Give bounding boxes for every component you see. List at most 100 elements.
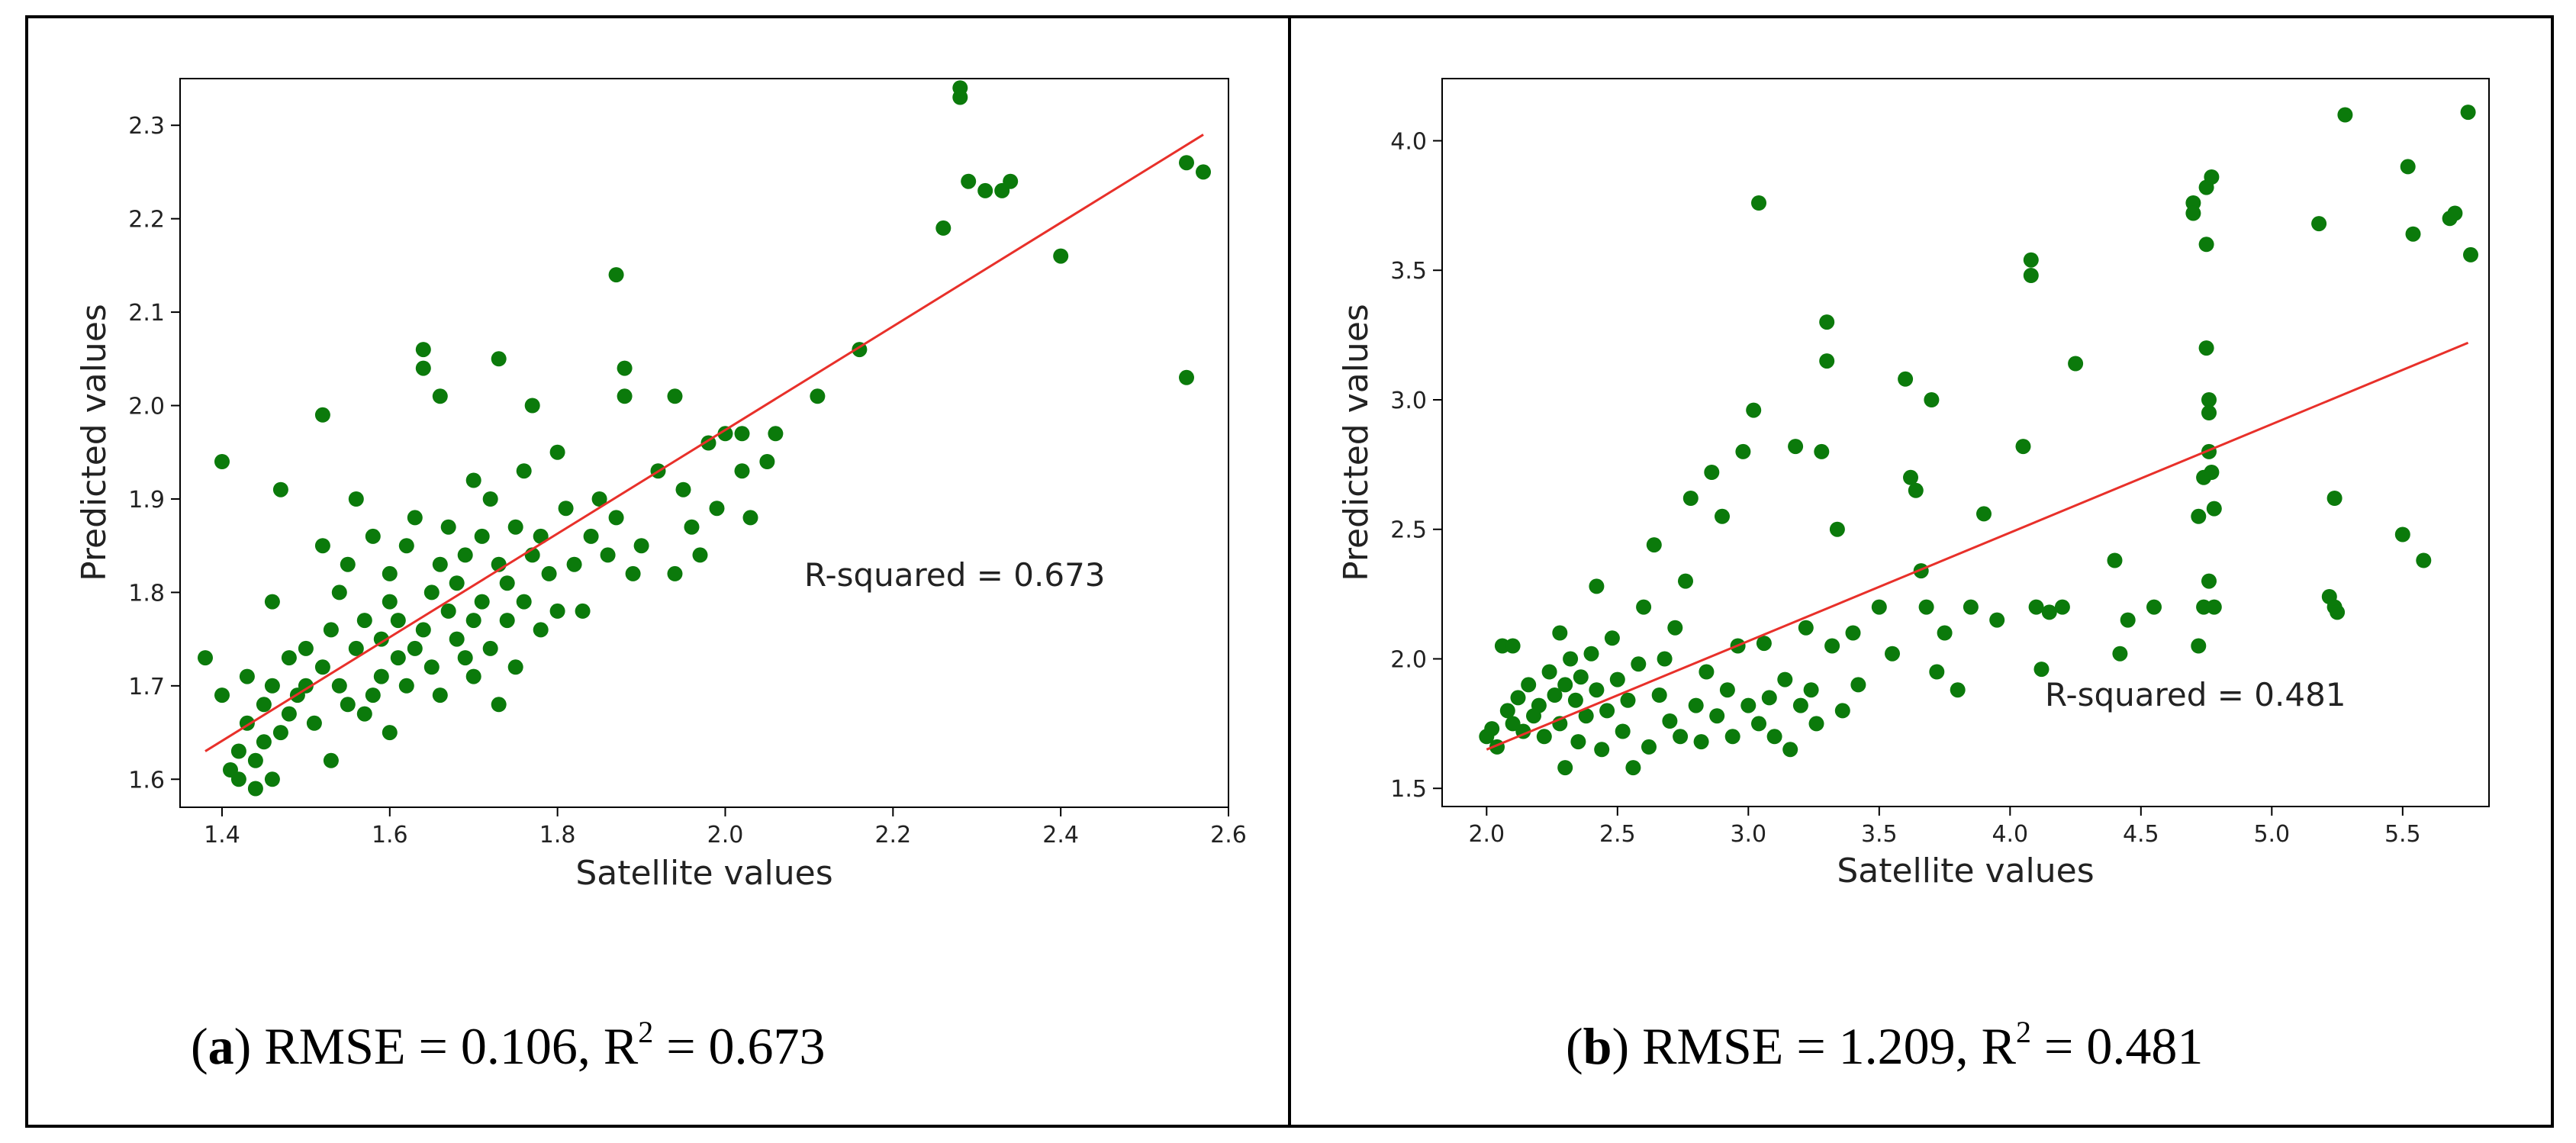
chart-b-point-129 (2416, 552, 2432, 568)
chart-b-point-57 (1751, 716, 1766, 732)
chart-b-point-110 (2198, 237, 2214, 253)
caption-b-tail: = 0.481 (2031, 1017, 2203, 1075)
chart-a-point-50 (415, 360, 431, 376)
chart-b-point-3 (1494, 638, 1510, 654)
chart-b-point-101 (2120, 612, 2136, 628)
chart-a-point-0 (198, 650, 213, 666)
chart-a-point-111 (768, 426, 784, 442)
chart-b-x-tick-label-0: 2.0 (1468, 821, 1505, 848)
chart-b-x-tick-label-6: 5.0 (2253, 821, 2290, 848)
chart-a-point-1 (214, 454, 230, 469)
chart-a-point-72 (491, 697, 507, 713)
chart-a-point-81 (533, 622, 549, 638)
chart-b-x-tick-label-1: 2.5 (1599, 821, 1636, 848)
chart-a-point-35 (356, 613, 372, 629)
chart-b-point-49 (1709, 708, 1725, 724)
chart-b-point-15 (1552, 625, 1568, 641)
chart-a-y-tick-label-2: 1.8 (128, 580, 165, 607)
chart-b-point-13 (1541, 664, 1557, 680)
chart-a-point-74 (499, 575, 515, 591)
chart-a-point-26 (323, 752, 339, 768)
caption-b: (b) RMSE = 1.209, R2 = 0.481 (1566, 1015, 2203, 1075)
chart-a-point-70 (491, 351, 507, 367)
chart-b-point-89 (1976, 506, 1992, 522)
chart-b-point-29 (1604, 630, 1620, 646)
chart-b-point-7 (1510, 690, 1526, 706)
chart-a-point-2 (214, 687, 230, 704)
chart-b-point-9 (1521, 677, 1537, 693)
chart-b-point-75 (1845, 625, 1861, 641)
chart-b-point-61 (1766, 729, 1782, 745)
chart-b-point-1 (1484, 721, 1500, 737)
chart-b-point-22 (1573, 669, 1589, 685)
chart-b-point-90 (1989, 612, 2005, 628)
chart-a-point-15 (272, 481, 288, 497)
chart-a-point-16 (272, 725, 288, 741)
chart-a-x-tick-label-6: 2.6 (1210, 822, 1247, 848)
chart-b-point-114 (2201, 405, 2217, 420)
chart-b-point-122 (2326, 491, 2343, 506)
chart-a-point-109 (742, 510, 758, 526)
chart-a-point-25 (314, 659, 330, 675)
chart-a-point-108 (734, 463, 750, 479)
caption-a-letter: a (208, 1017, 234, 1075)
chart-a-x-tick-label-4: 2.2 (874, 822, 911, 848)
chart-b-point-133 (2463, 246, 2478, 262)
chart-a-point-73 (499, 613, 515, 629)
chart-b-point-127 (2400, 159, 2416, 175)
chart-a-y-axis-label: Predicted values (75, 304, 114, 581)
chart-b-point-97 (2054, 599, 2070, 615)
chart-a: 1.4 1.6 1.8 2.0 2.2 2.4 2.6 1.6 1.7 1.8 1.9 2.0 2.1… (75, 78, 1247, 893)
chart-b-point-132 (2460, 105, 2476, 121)
chart-b-point-93 (2023, 252, 2039, 268)
chart-a-point-55 (432, 556, 448, 572)
chart-b-point-64 (1788, 439, 1804, 455)
chart-b-point-54 (1735, 443, 1751, 459)
chart-a-point-86 (558, 501, 574, 517)
chart-b-point-72 (1824, 638, 1840, 654)
chart-b-point-30 (1609, 671, 1625, 687)
chart-b-point-59 (1756, 636, 1772, 652)
chart-b-point-17 (1557, 760, 1573, 776)
chart-b-point-117 (2204, 465, 2220, 480)
chart-a-point-69 (482, 491, 498, 507)
chart-a-point-44 (390, 613, 406, 629)
chart-a-point-39 (373, 631, 389, 647)
chart-b-point-42 (1673, 729, 1689, 745)
chart-a-point-24 (314, 538, 330, 554)
chart-b-point-79 (1898, 371, 1914, 387)
chart-b-point-14 (1547, 687, 1563, 703)
chart-a-point-9 (247, 752, 263, 768)
caption-a-tail: = 0.673 (653, 1017, 825, 1075)
chart-a-point-48 (407, 510, 423, 526)
chart-a-point-122 (1179, 155, 1194, 171)
chart-b-point-128 (2405, 226, 2421, 242)
chart-a-point-28 (331, 678, 347, 694)
chart-a-x-tick-label-5: 2.4 (1042, 822, 1079, 848)
chart-a-point-67 (474, 594, 490, 610)
chart-b-point-38 (1651, 687, 1667, 703)
chart-b-point-4 (1499, 703, 1515, 719)
chart-b-point-24 (1583, 646, 1599, 662)
chart-a-point-121 (1053, 248, 1069, 264)
chart-b-point-88 (1963, 599, 1979, 615)
chart-b-point-40 (1662, 713, 1678, 729)
caption-b-sup: 2 (2016, 1015, 2031, 1049)
chart-a-point-117 (961, 173, 977, 189)
caption-b-text: RMSE = 1.209, R (1642, 1017, 2017, 1075)
chart-b-point-43 (1678, 573, 1693, 589)
chart-b-point-78 (1885, 646, 1900, 662)
chart-a-point-8 (247, 781, 263, 797)
chart-a-point-14 (264, 594, 280, 610)
chart-a-point-97 (633, 538, 649, 554)
chart-a-point-27 (323, 622, 339, 638)
chart-a-point-33 (348, 640, 364, 656)
chart-a-point-112 (810, 388, 826, 404)
chart-a-point-30 (340, 697, 356, 713)
chart-b-x-tick-label-2: 3.0 (1730, 821, 1766, 848)
chart-a-x-tick-label-0: 1.4 (204, 822, 240, 848)
chart-b: 2.0 2.5 3.0 3.5 4.0 4.5 5.0 5.5 1.5 2.0 2.5 3.0 3.5… (1337, 78, 2490, 890)
chart-b-x-tick-label-4: 4.0 (1992, 821, 2028, 848)
chart-b-point-125 (2337, 107, 2353, 123)
